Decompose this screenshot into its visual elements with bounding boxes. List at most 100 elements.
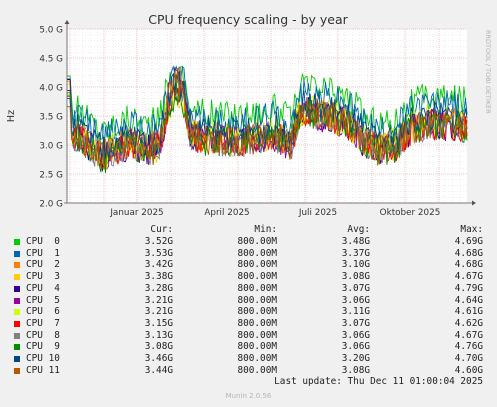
legend-cur-value: 3.38G: [144, 271, 173, 283]
y-axis-arrow: [64, 20, 70, 24]
legend-row: CPU 9 3.08G 800.00M 3.06G 4.76G: [0, 341, 497, 353]
legend-swatch: [14, 250, 20, 257]
legend-col-max: Max:: [460, 224, 483, 235]
legend-min-value: 800.00M: [237, 341, 277, 353]
legend-cur-value: 3.52G: [144, 236, 173, 247]
legend-avg-value: 3.08G: [341, 364, 370, 376]
legend-max-value: 4.69G: [454, 236, 483, 247]
legend-max-value: 4.70G: [454, 353, 483, 364]
legend-swatch: [14, 274, 20, 281]
legend-cur-value: 3.53G: [144, 247, 173, 259]
legend-avg-value: 3.37G: [341, 247, 370, 259]
legend-header: Cur: Min: Avg: Max:: [0, 224, 497, 236]
legend-min-value: 800.00M: [237, 282, 277, 294]
legend-min-value: 800.00M: [237, 364, 277, 376]
legend-avg-value: 3.06G: [341, 341, 370, 353]
legend-row: CPU 1 3.53G 800.00M 3.37G 4.68G: [0, 248, 497, 260]
legend-cur-value: 3.13G: [144, 329, 173, 341]
legend-avg-value: 3.11G: [341, 306, 370, 318]
legend-swatch: [14, 239, 20, 245]
y-tick-label: 4.5 G: [39, 55, 63, 65]
legend-max-value: 4.79G: [454, 282, 483, 294]
legend-row: CPU 10 3.46G 800.00M 3.20G 4.70G: [0, 353, 497, 365]
legend-min-value: 800.00M: [237, 259, 277, 271]
legend-swatch: [14, 356, 20, 362]
legend-max-value: 4.60G: [454, 364, 483, 376]
legend-series-name: CPU 5: [26, 294, 60, 306]
legend-cur-value: 3.21G: [144, 306, 173, 318]
legend-row: CPU 4 3.28G 800.00M 3.07G 4.79G: [0, 283, 497, 295]
legend-max-value: 4.67G: [454, 271, 483, 283]
legend-min-value: 800.00M: [237, 329, 277, 341]
y-axis-label: Hz: [6, 110, 17, 122]
legend-swatch: [14, 367, 20, 374]
legend-cur-value: 3.15G: [144, 317, 173, 329]
legend-max-value: 4.68G: [454, 247, 483, 259]
legend-min-value: 800.00M: [237, 271, 277, 283]
legend-series-name: CPU 9: [26, 341, 60, 353]
x-tick-label: April 2025: [204, 208, 249, 218]
legend-series-name: CPU 11: [26, 364, 60, 376]
legend-min-value: 800.00M: [237, 294, 277, 306]
y-tick-label: 2.5 G: [39, 171, 63, 181]
legend-series-name: CPU 4: [26, 282, 60, 294]
x-tick-label: Januar 2025: [109, 208, 163, 218]
legend-cur-value: 3.08G: [144, 341, 173, 353]
legend-min-value: 800.00M: [237, 236, 277, 247]
legend-min-value: 800.00M: [237, 247, 277, 259]
legend-col-cur: Cur:: [150, 224, 173, 235]
legend-avg-value: 3.20G: [341, 353, 370, 364]
legend-col-min: Min:: [254, 224, 277, 235]
legend-series-name: CPU 0: [26, 236, 60, 247]
legend-avg-value: 3.08G: [341, 271, 370, 283]
legend-row: CPU 3 3.38G 800.00M 3.08G 4.67G: [0, 271, 497, 283]
y-tick-label: 4.0 G: [39, 84, 63, 94]
legend-cur-value: 3.28G: [144, 282, 173, 294]
legend-max-value: 4.61G: [454, 306, 483, 318]
legend-max-value: 4.68G: [454, 259, 483, 271]
legend-row: CPU 7 3.15G 800.00M 3.07G 4.62G: [0, 318, 497, 330]
legend-avg-value: 3.07G: [341, 282, 370, 294]
legend-avg-value: 3.07G: [341, 317, 370, 329]
legend-swatch: [14, 344, 20, 351]
munin-version: Munin 2.0.56: [225, 392, 272, 400]
x-tick-label: Juli 2025: [298, 208, 337, 218]
legend-min-value: 800.00M: [237, 317, 277, 329]
y-tick-label: 3.5 G: [39, 113, 63, 123]
legend-row: CPU 8 3.13G 800.00M 3.06G 4.67G: [0, 330, 497, 342]
legend-series-name: CPU 3: [26, 271, 60, 283]
chart-title: CPU frequency scaling - by year: [148, 12, 348, 27]
legend-row: CPU 5 3.21G 800.00M 3.06G 4.64G: [0, 295, 497, 307]
y-tick-label: 2.0 G: [39, 200, 63, 210]
rrdtool-side-label: RRDTOOL / TOBI OETIKER: [484, 30, 492, 114]
legend-max-value: 4.64G: [454, 294, 483, 306]
legend-swatch: [14, 262, 20, 269]
legend-cur-value: 3.42G: [144, 259, 173, 271]
legend-min-value: 800.00M: [237, 306, 277, 318]
legend-row: CPU 0 3.52G 800.00M 3.48G 4.69G: [0, 236, 497, 248]
legend-swatch: [14, 332, 20, 339]
x-axis-arrow: [472, 200, 476, 206]
legend-col-avg: Avg:: [347, 224, 370, 235]
legend-max-value: 4.67G: [454, 329, 483, 341]
legend-series-name: CPU 8: [26, 329, 60, 341]
legend-series-name: CPU 1: [26, 247, 60, 259]
last-update: Last update: Thu Dec 11 01:00:04 2025: [274, 376, 483, 387]
legend-swatch: [14, 285, 20, 292]
y-tick-label: 5.0 G: [39, 26, 63, 36]
legend-series-name: CPU 6: [26, 306, 60, 318]
x-tick-label: Oktober 2025: [380, 208, 441, 218]
legend-avg-value: 3.06G: [341, 329, 370, 341]
legend-avg-value: 3.48G: [341, 236, 370, 247]
legend-series-name: CPU 2: [26, 259, 60, 271]
legend-avg-value: 3.06G: [341, 294, 370, 306]
legend-series-name: CPU 10: [26, 353, 60, 364]
legend-min-value: 800.00M: [237, 353, 277, 364]
legend-cur-value: 3.44G: [144, 364, 173, 376]
legend-row: CPU 6 3.21G 800.00M 3.11G 4.61G: [0, 306, 497, 318]
legend-cur-value: 3.21G: [144, 294, 173, 306]
legend-max-value: 4.76G: [454, 341, 483, 353]
legend-row: CPU 11 3.44G 800.00M 3.08G 4.60G: [0, 365, 497, 377]
series-line-cpu-11: [67, 68, 468, 170]
legend-swatch: [14, 309, 20, 316]
